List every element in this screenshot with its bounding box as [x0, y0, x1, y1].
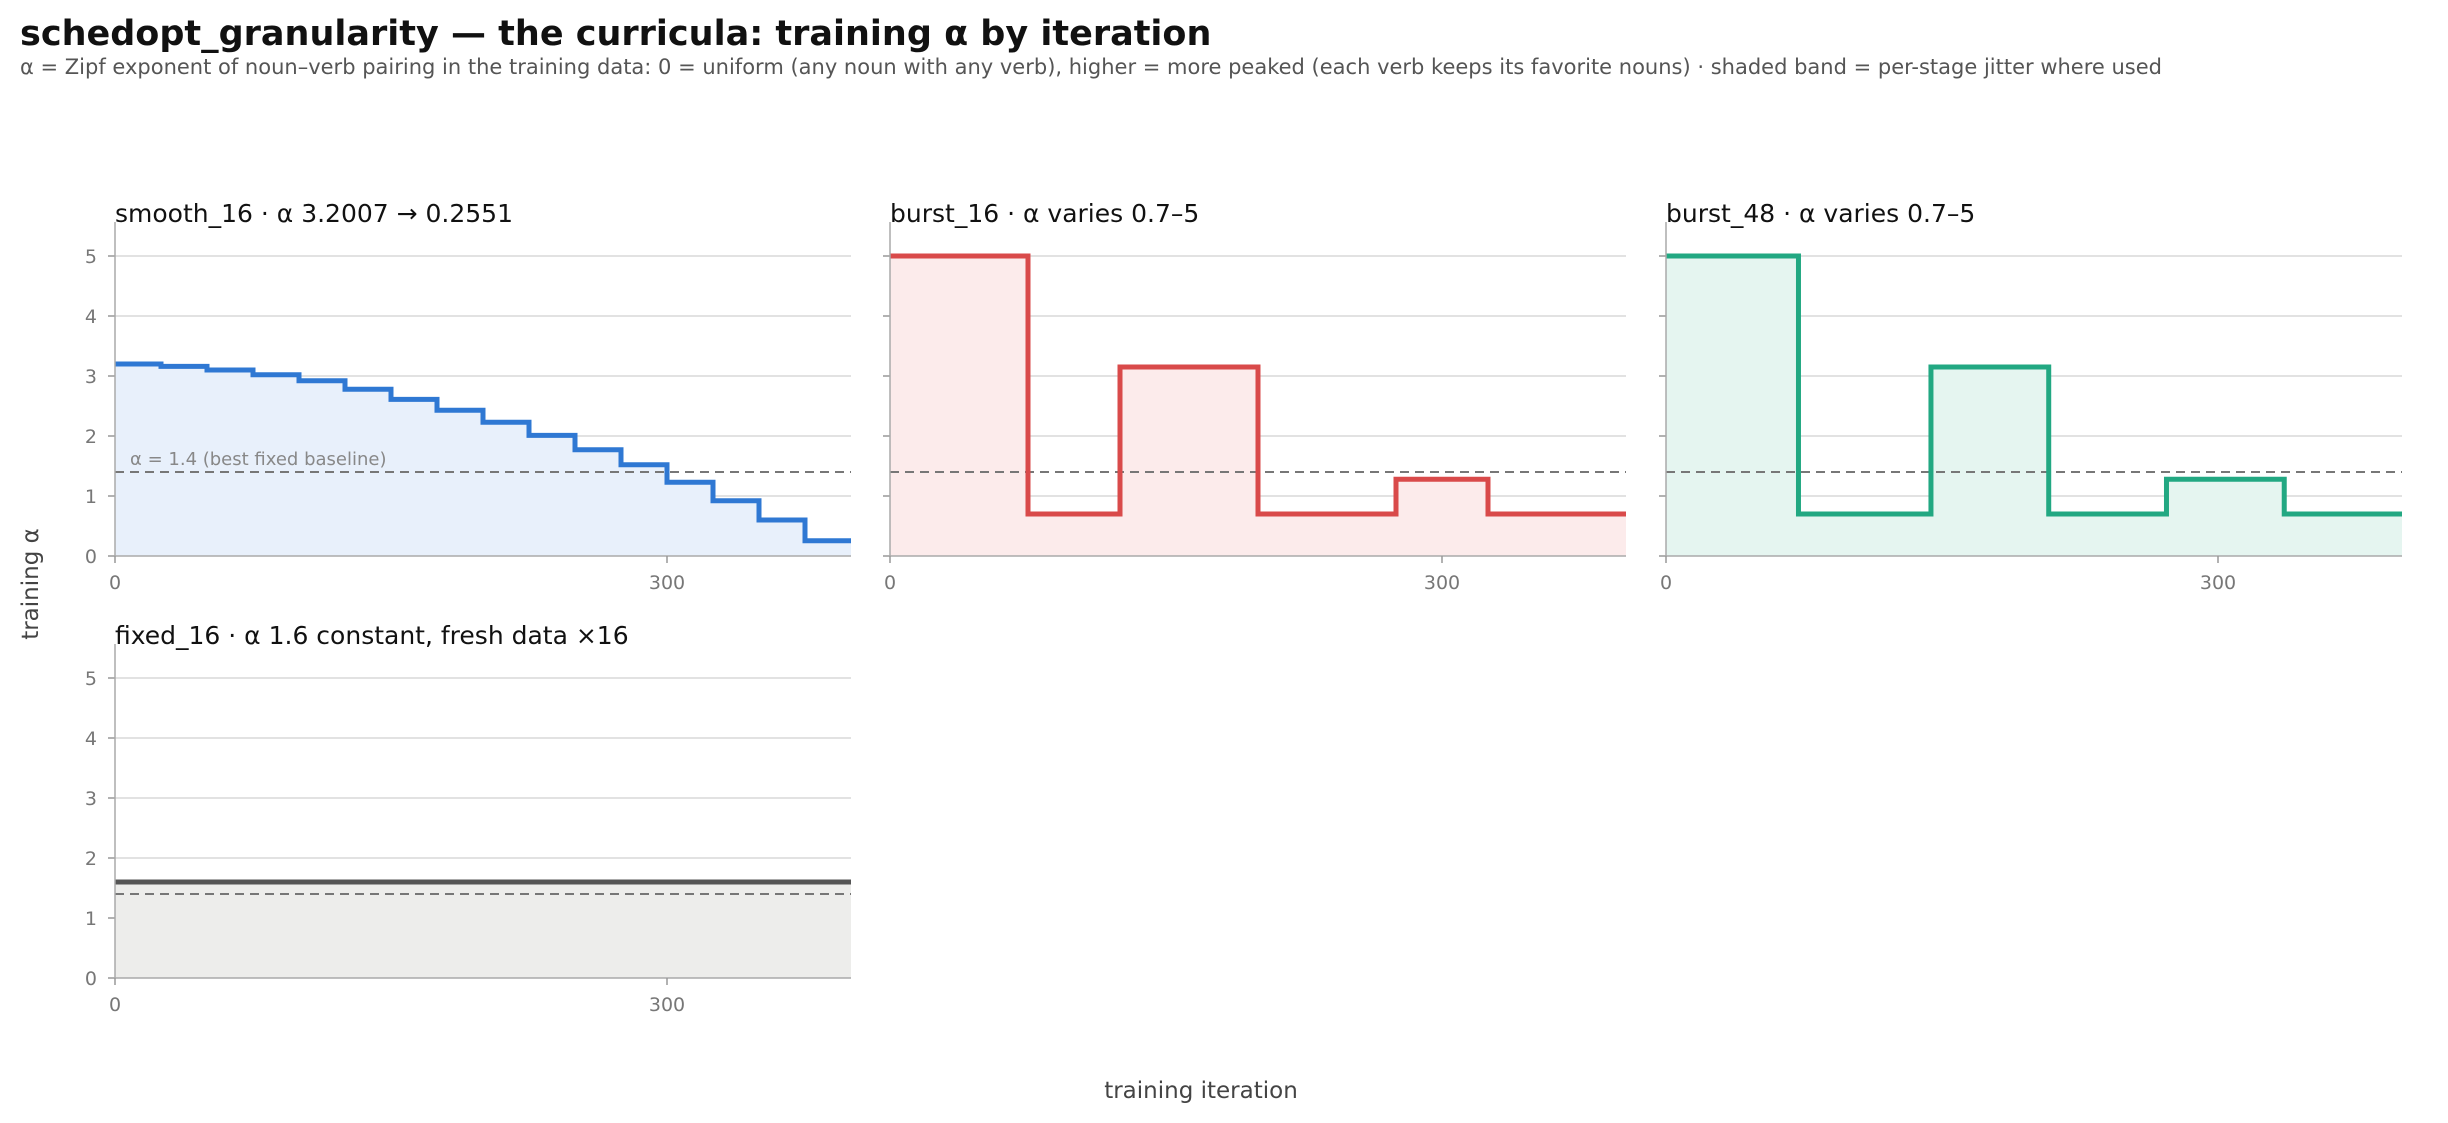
y-tick-label: 1 — [85, 908, 97, 930]
figure-subtitle: α = Zipf exponent of noun–verb pairing i… — [20, 55, 2162, 79]
y-tick-label: 2 — [85, 848, 97, 870]
baseline-label: α = 1.4 (best fixed baseline) — [130, 449, 387, 470]
series-area — [115, 363, 851, 556]
x-tick-label: 300 — [649, 572, 685, 594]
panel-title: fixed_16 · α 1.6 constant, fresh data ×1… — [115, 621, 629, 650]
series-line — [890, 253, 1626, 517]
y-tick-label: 5 — [85, 668, 97, 690]
x-tick-label: 300 — [1424, 572, 1460, 594]
y-tick-label: 4 — [85, 306, 97, 328]
series-line — [1666, 253, 2402, 517]
panel-title: burst_48 · α varies 0.7–5 — [1666, 199, 1975, 228]
panel-1: smooth_16 · α 3.2007 → 0.2551 0 1 2 3 4 5 α = 1… — [85, 199, 851, 594]
x-tick-label: 300 — [2200, 572, 2236, 594]
x-axis-label: training iteration — [1104, 1078, 1298, 1104]
x-tick-label: 0 — [884, 572, 896, 594]
y-tick-label: 0 — [85, 546, 97, 568]
panel-3: burst_48 · α varies 0.7–5 0 300 — [1659, 199, 2402, 594]
panel-title: smooth_16 · α 3.2007 → 0.2551 — [115, 199, 513, 228]
y-tick-label: 3 — [85, 788, 97, 810]
series-area — [115, 882, 851, 978]
series-area — [1666, 256, 2402, 556]
x-tick-label: 0 — [109, 994, 121, 1016]
y-tick-label: 5 — [85, 246, 97, 268]
panel-4: fixed_16 · α 1.6 constant, fresh data ×1… — [85, 621, 851, 1016]
y-tick-label: 0 — [85, 968, 97, 990]
x-tick-label: 0 — [109, 572, 121, 594]
y-tick-label: 3 — [85, 366, 97, 388]
y-tick-label: 1 — [85, 486, 97, 508]
panel-2: burst_16 · α varies 0.7–5 0 300 — [883, 199, 1626, 594]
x-tick-label: 300 — [649, 994, 685, 1016]
x-tick-label: 0 — [1660, 572, 1672, 594]
figure-title: schedopt_granularity — the curricula: tr… — [20, 14, 1212, 54]
panel-title: burst_16 · α varies 0.7–5 — [890, 199, 1199, 228]
y-tick-label: 2 — [85, 426, 97, 448]
series-line — [115, 361, 851, 544]
y-tick-label: 4 — [85, 728, 97, 750]
